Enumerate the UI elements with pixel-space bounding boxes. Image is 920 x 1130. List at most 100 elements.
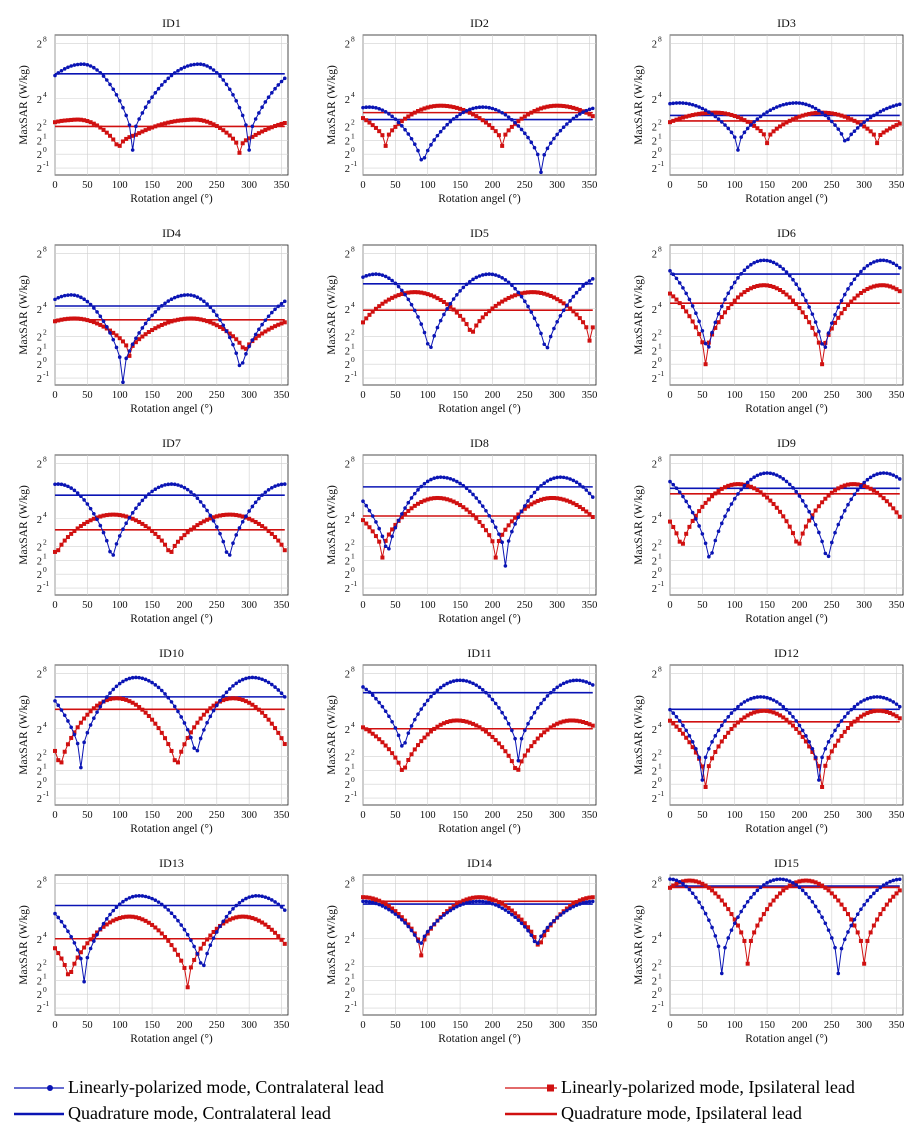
linear-ipsilateral-point <box>140 334 145 339</box>
linear-ipsilateral-point <box>881 907 886 912</box>
linear-contralateral-point <box>671 101 676 106</box>
linear-ipsilateral-point <box>104 922 109 927</box>
linear-ipsilateral-point <box>432 104 437 109</box>
linear-contralateral-point <box>510 529 514 534</box>
linear-contralateral-point <box>198 961 203 965</box>
linear-contralateral-point <box>558 128 563 133</box>
linear-ipsilateral-point <box>188 316 193 321</box>
linear-ipsilateral-point <box>551 103 556 108</box>
linear-ipsilateral-point <box>85 318 90 323</box>
linear-contralateral-point <box>810 516 815 520</box>
linear-contralateral-point <box>247 344 251 349</box>
y-tick-exponent: 4 <box>43 720 47 729</box>
linear-ipsilateral-point <box>425 292 430 297</box>
linear-contralateral-point <box>548 477 553 482</box>
linear-contralateral-point <box>66 293 70 297</box>
linear-contralateral-point <box>69 486 73 490</box>
linear-contralateral-point <box>108 549 112 554</box>
linear-contralateral-point <box>581 485 585 489</box>
linear-contralateral-point <box>762 695 766 699</box>
linear-contralateral-point <box>257 496 261 501</box>
linear-ipsilateral-point <box>875 917 880 922</box>
linear-ipsilateral-point <box>230 512 235 517</box>
linear-contralateral-point <box>552 136 556 141</box>
linear-ipsilateral-point <box>568 499 573 504</box>
linear-ipsilateral-point <box>82 521 87 526</box>
linear-contralateral-point <box>153 683 158 687</box>
linear-ipsilateral-point <box>706 885 711 890</box>
linear-contralateral-point <box>732 135 737 139</box>
linear-ipsilateral-point <box>221 513 226 518</box>
x-tick-label: 250 <box>824 1020 840 1031</box>
x-tick-label: 300 <box>549 180 565 191</box>
linear-contralateral-point <box>260 322 264 327</box>
linear-contralateral-point <box>681 286 685 290</box>
linear-ipsilateral-point <box>836 898 841 903</box>
legend-label: Quadrature mode, Ipsilateral lead <box>561 1103 802 1123</box>
linear-contralateral-point <box>739 702 743 706</box>
linear-ipsilateral-point <box>813 508 818 513</box>
linear-contralateral-point <box>189 293 193 297</box>
linear-contralateral-point <box>513 286 517 291</box>
linear-ipsilateral-point <box>878 132 883 137</box>
y-tick-exponent: 2 <box>43 957 47 966</box>
x-tick-label: 100 <box>112 1020 128 1031</box>
linear-contralateral-point <box>182 485 187 490</box>
linear-contralateral-point <box>279 905 284 909</box>
linear-contralateral-point <box>458 112 462 117</box>
linear-contralateral-point <box>542 342 547 347</box>
linear-contralateral-point <box>179 67 184 71</box>
linear-contralateral-point <box>451 906 456 911</box>
linear-ipsilateral-point <box>256 333 261 338</box>
y-tick-label: 2 <box>652 752 657 763</box>
linear-ipsilateral-point <box>884 709 889 714</box>
linear-contralateral-point <box>581 284 585 288</box>
linear-ipsilateral-point <box>845 115 850 120</box>
legend-label: Linearly-polarized mode, Contralateral l… <box>68 1077 384 1097</box>
linear-contralateral-point <box>104 917 109 921</box>
linear-ipsilateral-point <box>761 912 766 917</box>
x-tick-label: 350 <box>274 1020 290 1031</box>
linear-contralateral-point <box>581 901 585 905</box>
x-tick-label: 250 <box>824 810 840 821</box>
linear-contralateral-point <box>195 496 200 500</box>
linear-ipsilateral-point <box>435 495 440 500</box>
linear-ipsilateral-point <box>697 509 702 514</box>
y-tick-label: 2 <box>345 150 350 161</box>
linear-ipsilateral-point <box>169 319 174 324</box>
linear-contralateral-point <box>859 269 863 274</box>
linear-ipsilateral-point <box>169 119 174 124</box>
linear-contralateral-point <box>95 710 99 714</box>
linear-ipsilateral-point <box>393 124 398 129</box>
linear-contralateral-point <box>247 675 251 680</box>
linear-contralateral-point <box>865 117 870 122</box>
linear-ipsilateral-point <box>214 323 219 328</box>
linear-ipsilateral-point <box>276 122 281 127</box>
linear-ipsilateral-point <box>719 739 724 744</box>
linear-contralateral-point <box>257 894 261 898</box>
linear-ipsilateral-point <box>674 531 679 536</box>
linear-contralateral-point <box>202 63 206 67</box>
linear-ipsilateral-point <box>422 735 427 740</box>
linear-contralateral-point <box>117 355 122 359</box>
linear-contralateral-point <box>810 105 815 109</box>
linear-ipsilateral-point <box>370 529 375 534</box>
linear-contralateral-point <box>480 105 485 109</box>
linear-ipsilateral-point <box>745 483 750 488</box>
linear-contralateral-point <box>240 361 245 365</box>
linear-contralateral-point <box>387 714 391 719</box>
y-tick-exponent: 8 <box>658 34 662 43</box>
linear-ipsilateral-point <box>179 749 184 754</box>
linear-ipsilateral-point <box>146 714 151 719</box>
y-tick-label: 2 <box>652 794 657 805</box>
linear-ipsilateral-point <box>69 531 74 536</box>
linear-contralateral-point <box>881 883 886 888</box>
linear-ipsilateral-point <box>555 297 560 302</box>
linear-ipsilateral-point <box>774 126 779 131</box>
x-tick-label: 300 <box>856 180 872 191</box>
linear-contralateral-point <box>532 490 537 495</box>
linear-contralateral-point <box>716 944 721 949</box>
linear-ipsilateral-point <box>412 747 417 752</box>
linear-contralateral-point <box>881 258 886 263</box>
linear-ipsilateral-point <box>548 104 553 109</box>
